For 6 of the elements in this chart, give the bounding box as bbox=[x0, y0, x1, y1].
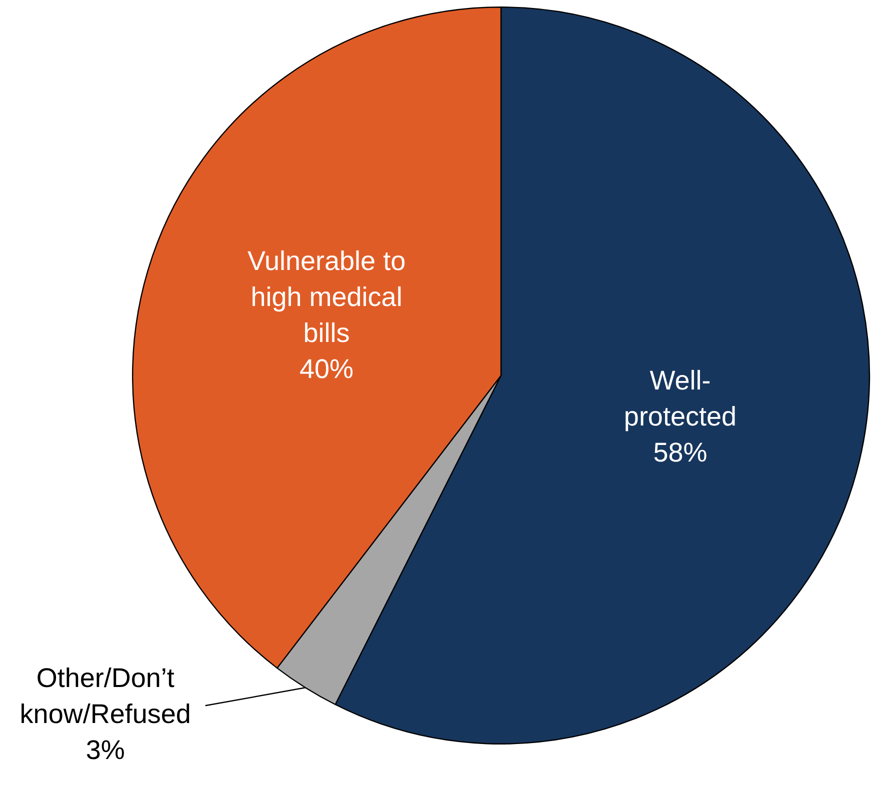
data-label: 3% bbox=[86, 735, 125, 766]
slice-label: Other/Don’t know/Refused bbox=[20, 663, 191, 730]
data-label: 58% bbox=[653, 438, 708, 468]
slice-label: Well-protected bbox=[624, 366, 736, 432]
data-label: 40% bbox=[300, 354, 354, 384]
slice-label: Vulnerable to high medical bills bbox=[247, 246, 406, 348]
